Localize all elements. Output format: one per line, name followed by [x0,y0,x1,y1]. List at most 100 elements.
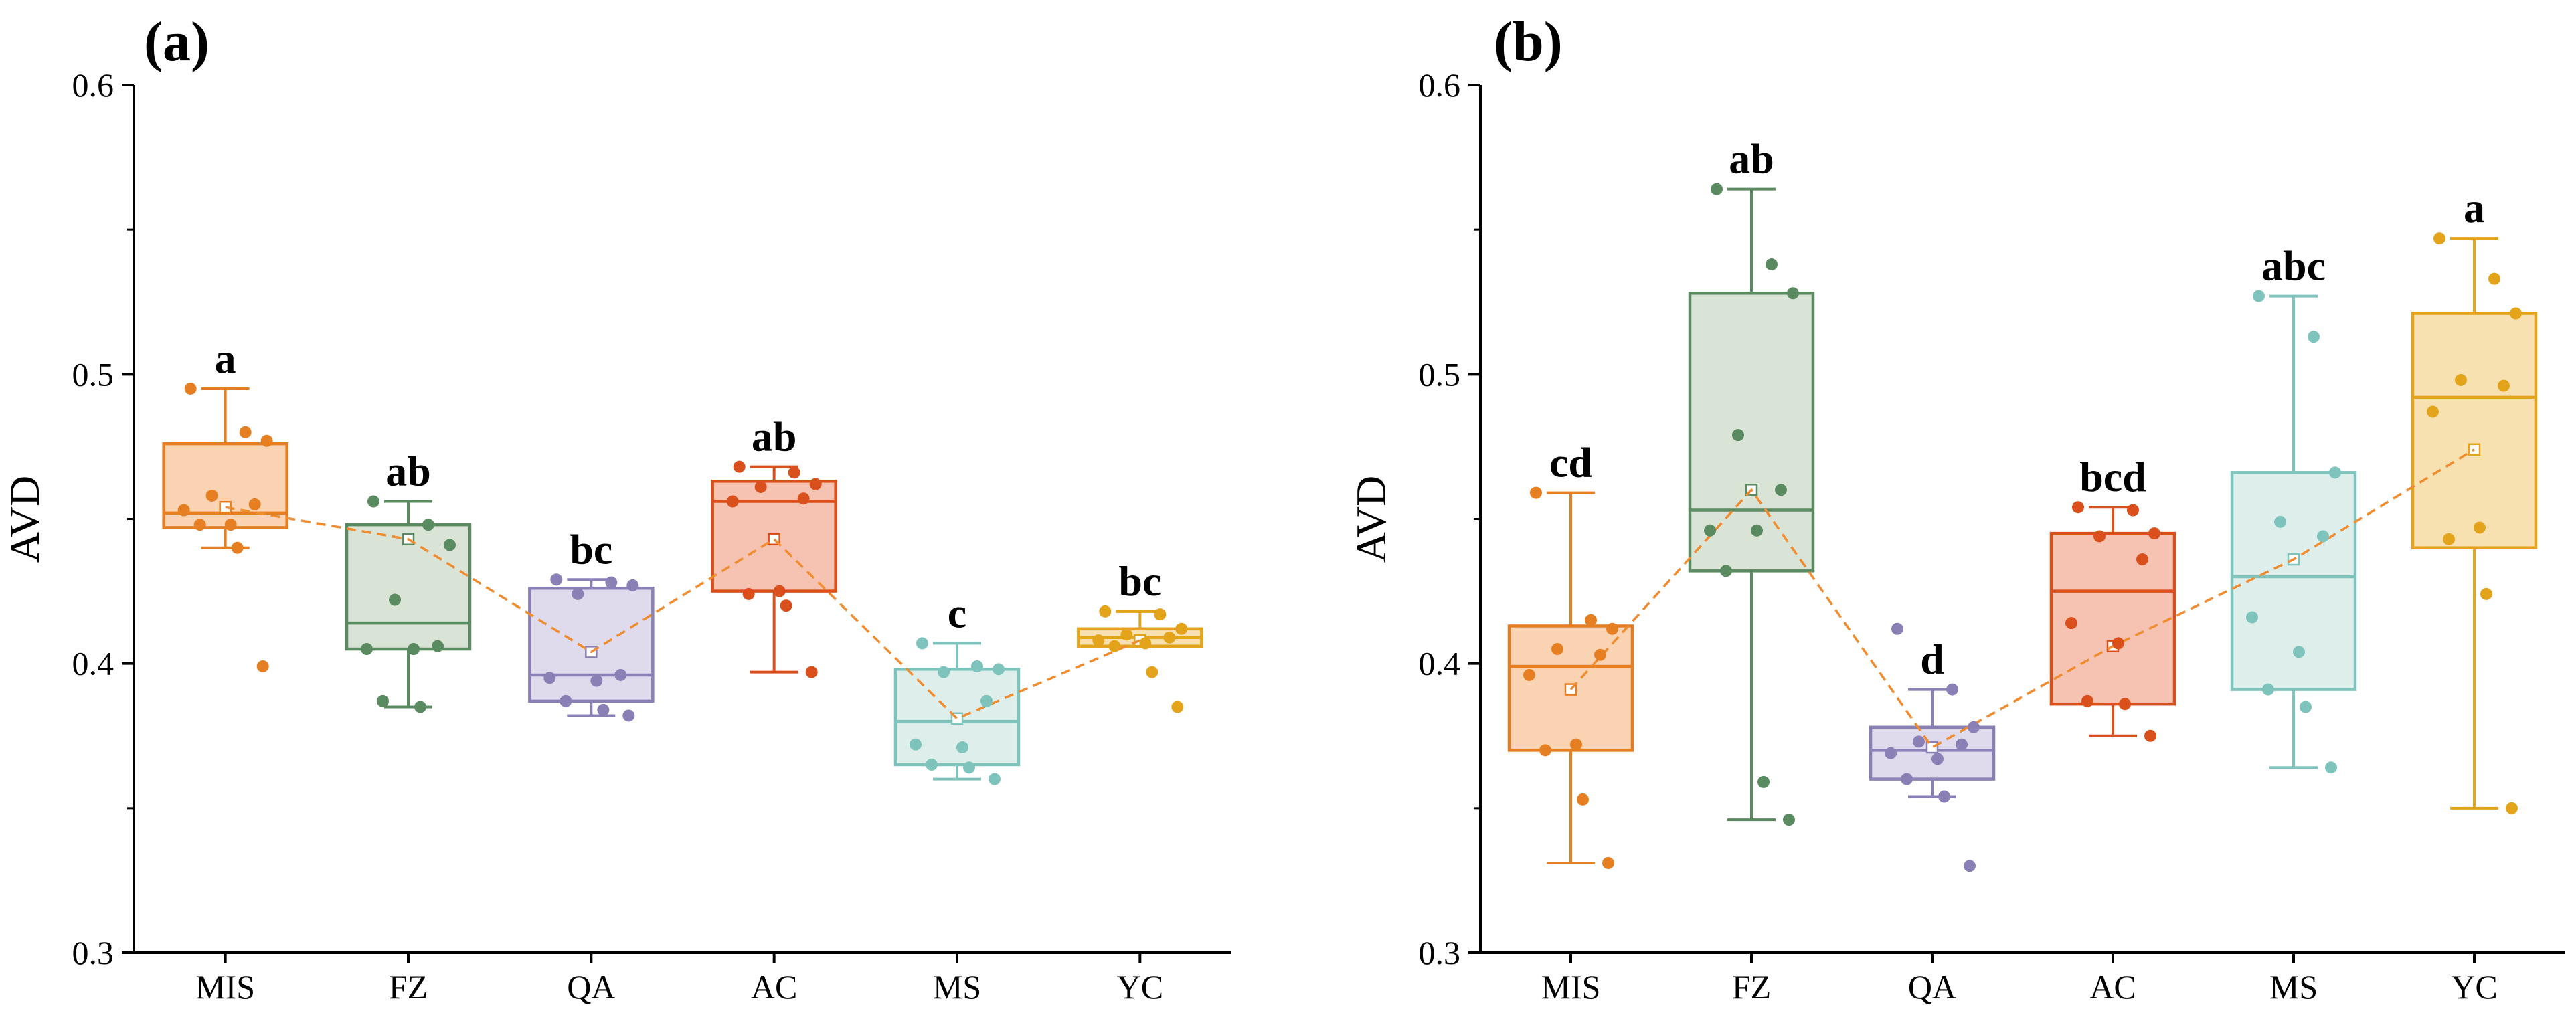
panel-b-fz-point [1732,429,1744,442]
panel-b-qa-point [1901,773,1913,785]
panel-a-ms-point [971,660,983,672]
panel-b-fz-point [1757,775,1770,788]
panel-b-ac-point [2072,501,2084,514]
panel-b-fz-box-group [1688,187,1815,822]
panel-b-boxes [1507,187,2538,864]
panel-b-qa-point [1885,747,1897,759]
panel-b-xtick-label-ms: MS [2269,968,2318,1006]
panel-a-fz-point [422,519,434,531]
panel-a-ac-point [773,585,786,597]
panel-a-fz-sig-label: ab [385,448,431,495]
panel-b-qa-point [1968,721,1980,733]
panel-b-qa-point [1931,753,1944,765]
panel-a-mis-point [248,498,261,510]
panel-b-mis-point [1606,622,1618,635]
panel-a-yc-point [1139,637,1152,650]
panel-a-yc-point [1099,605,1112,618]
panel-a-mis-point [224,519,237,531]
panel-a-xtick-label-yc: YC [1117,968,1163,1006]
panel-b-ms-point [2300,701,2312,713]
panel-a-yc-sig-label: bc [1118,557,1161,605]
panel-a-qa-point [597,703,610,716]
panel-b-labels: cd ab d bcd abc a [1549,135,2485,683]
panel-b-mean-line [1569,448,2475,749]
panel-b-qa-point [1891,622,1903,635]
panel-b-ac-point [2148,527,2160,540]
panel-b-ytick-label: 0.5 [1419,355,1461,393]
panel-b-mis-point [1551,643,1563,656]
panel-a-ac-point [780,599,792,612]
panel-b-mis-point [1570,738,1582,751]
panel-a-yc-point [1171,701,1184,713]
panel-a-mean-line [225,506,1141,720]
panel-b-fz-point [1775,484,1787,496]
panel-b-ac-point [2093,530,2106,543]
panel-a-ms-point [956,741,968,754]
panel-a-xtick-label-ms: MS [933,968,981,1006]
panel-b-xtick-label-ac: AC [2089,968,2136,1006]
panel-b-ac-point [2136,553,2148,566]
panel-b-fz-point [1787,287,1799,300]
panel-b-yc-point [2480,587,2492,600]
panel-b-mis-point [1523,668,1535,681]
panel-b-ytick-label: 0.3 [1419,934,1461,971]
panel-b: (b) AVD 0.3 0.4 0.5 0.6 MIS FZ QA AC MS YC cd ab d b… [1347,11,2565,1006]
panel-b-ms-sig-label: abc [2261,242,2326,290]
panel-a-mis-point [239,426,252,438]
panel-b-ms-point [2329,466,2341,479]
panel-a-fz-point [367,495,379,508]
panel-b-ms-point [2274,515,2286,528]
panel-b-fz-point [1711,183,1723,195]
panel-a-ms-point [963,761,975,774]
panel-a-qa-sig-label: bc [570,525,612,573]
panel-a-mis-point [260,434,273,447]
panel-a-yc-point [1146,666,1158,678]
panel-a-ms-point [993,663,1005,676]
panel-a-mis-point [184,382,197,395]
panel-b-ms-point [2325,761,2337,774]
panel-a-ms-point [980,694,993,707]
panel-a-yc-point [1163,631,1176,644]
panel-b-yc-point [2474,521,2486,534]
panel-b-fz-point [1751,524,1763,537]
panel-a-qa-point [590,674,603,687]
panel-a-mis-point [193,519,206,531]
panel-a-ytick-label: 0.5 [72,355,114,393]
panel-b-fz-point [1704,524,1716,537]
panel-a-qa-point [543,672,556,684]
panel-b-mis-point [1602,856,1614,869]
panel-b-xtick-label-mis: MIS [1541,968,1601,1006]
panel-a-xtick-label-mis: MIS [195,968,255,1006]
panel-a-ms-sig-label: c [948,589,966,636]
panel-b-ac-point [2144,729,2156,742]
panel-b-ms-point [2262,683,2274,696]
panel-a-fz-point [444,539,456,551]
panel-b-mis-point [1530,486,1542,499]
panel-b-qa-point [1938,790,1950,803]
panel-a-fz-point [432,640,444,652]
panel-a-ac-point [726,495,739,508]
panel-b-qa-box-group [1869,688,1996,798]
panel-b-ms-point [2317,530,2329,543]
panel-b-qa-point [1964,860,1976,872]
panel-a-qa-point [626,579,639,591]
panel-a-mis-point [256,660,269,672]
panel-a-labels: a ab bc ab c bc [215,335,1162,636]
panel-a-ytick-label: 0.6 [72,66,114,104]
panel-a-mis-point [231,541,244,554]
panel-b-fz-point [1783,814,1795,826]
panel-b-axes: 0.3 0.4 0.5 0.6 MIS FZ QA AC MS YC [1419,66,2565,1006]
panel-b-mis-point [1577,793,1589,806]
panel-b-mis-point [1539,744,1551,757]
panel-a-ac-point [788,466,800,479]
panel-a-xtick-label-ac: AC [751,968,797,1006]
panel-b-yc-point [2443,533,2455,545]
panel-b-qa-point [1913,735,1925,748]
panel-a-means [225,506,1141,720]
panel-b-ytick-label: 0.4 [1419,645,1461,682]
panel-b-mis-sig-label: cd [1549,439,1592,486]
panel-a-ac-point [797,492,810,505]
panel-b-yc-sig-label: a [2464,184,2485,231]
panel-b-ac-point [2081,694,2093,707]
